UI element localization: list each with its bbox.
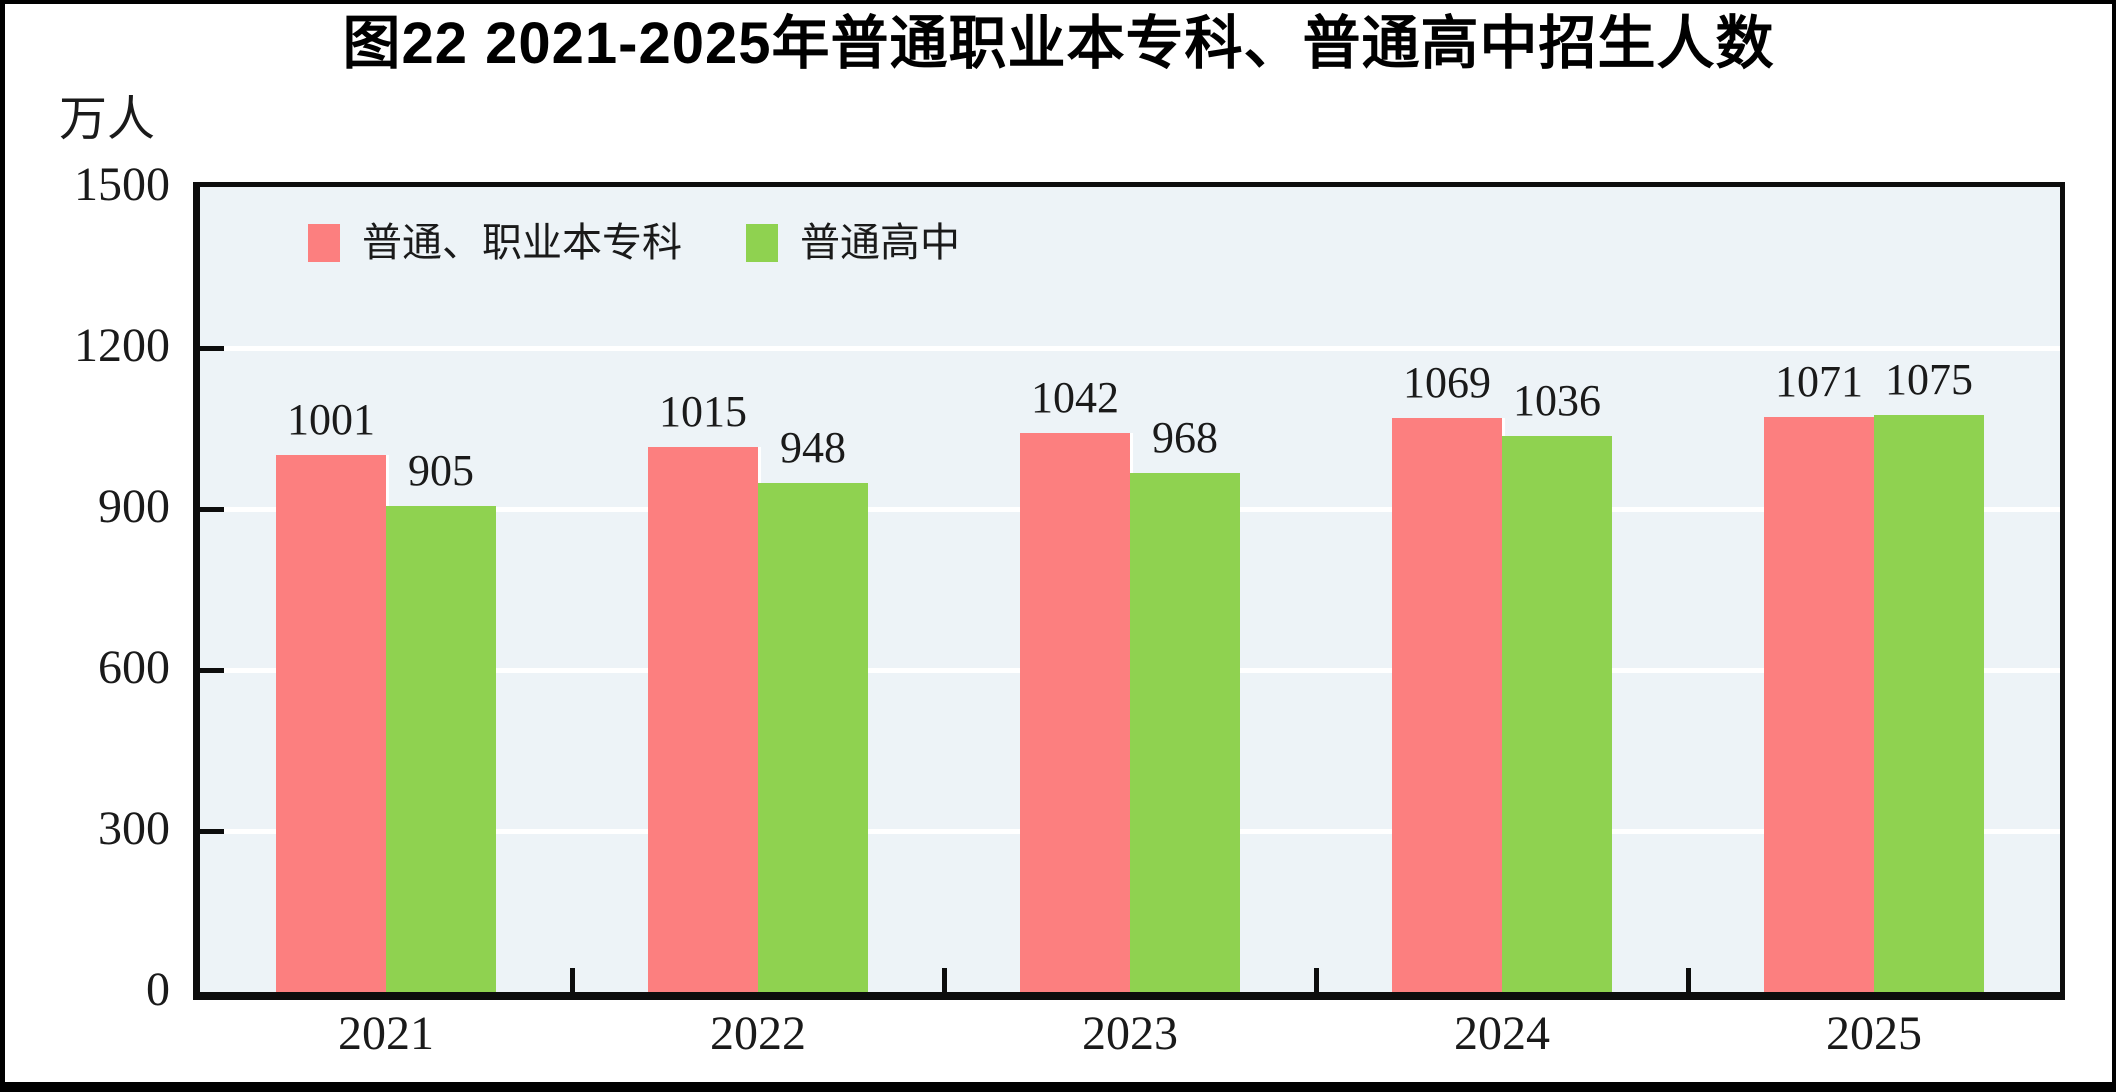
- value-label: 1042: [1031, 372, 1119, 422]
- legend: 普通、职业本专科 普通高中: [308, 221, 1024, 265]
- x-tick-label: 2024: [1454, 1007, 1550, 1060]
- x-axis-tick-mark: [942, 968, 947, 992]
- legend-swatch-icon: [308, 224, 340, 262]
- plot-area: 普通、职业本专科 普通高中 1001 905 1015 948 1042 968 1069 10…: [193, 182, 2065, 1000]
- value-label: 1001: [287, 394, 375, 444]
- value-label: 1071: [1775, 357, 1863, 407]
- value-label: 1015: [659, 387, 747, 437]
- legend-label: 普通、职业本专科: [362, 220, 682, 265]
- y-tick-label: 1200: [74, 319, 170, 372]
- x-axis-tick-mark: [570, 968, 575, 992]
- y-tick-label: 0: [146, 963, 170, 1016]
- bar-2021-series-1: [276, 454, 386, 992]
- x-axis: 2021 2022 2023 2024 2025: [200, 1006, 2060, 1076]
- y-axis-tick-mark: [200, 346, 224, 351]
- value-label: 1069: [1403, 358, 1491, 408]
- y-axis-tick-mark: [200, 668, 224, 673]
- bar-2024-series-1: [1392, 418, 1502, 992]
- x-axis-tick-mark: [1686, 968, 1691, 992]
- bar-2024-series-2: [1502, 436, 1612, 992]
- legend-item: 普通、职业本专科: [308, 221, 682, 265]
- bar-2025-series-2: [1874, 415, 1984, 992]
- bar-2021-series-2: [386, 506, 496, 992]
- y-tick-label: 900: [98, 480, 170, 533]
- x-tick-label: 2022: [710, 1007, 806, 1060]
- bar-2023-series-2: [1130, 472, 1240, 992]
- legend-item: 普通高中: [746, 221, 960, 265]
- value-label: 1036: [1513, 376, 1601, 426]
- y-axis-unit-label: 万人: [59, 93, 156, 146]
- value-label: 948: [780, 423, 846, 473]
- y-axis-tick-mark: [200, 829, 224, 834]
- y-tick-label: 1500: [74, 158, 170, 211]
- x-tick-label: 2025: [1826, 1007, 1922, 1060]
- bar-2022-series-1: [648, 447, 758, 992]
- bar-2025-series-1: [1764, 417, 1874, 992]
- gridline: [200, 346, 2060, 351]
- bar-2022-series-2: [758, 483, 868, 992]
- value-label: 1075: [1885, 355, 1973, 405]
- legend-label: 普通高中: [800, 220, 960, 265]
- x-tick-label: 2023: [1082, 1007, 1178, 1060]
- y-axis-tick-mark: [200, 507, 224, 512]
- value-label: 905: [408, 446, 474, 496]
- bar-2023-series-1: [1020, 432, 1130, 992]
- chart-title: 图22 2021-2025年普通职业本专科、普通高中招生人数: [342, 11, 1775, 76]
- value-label: 968: [1152, 412, 1218, 462]
- y-axis: 0 300 600 900 1200 1500: [5, 4, 170, 1082]
- y-tick-label: 600: [98, 641, 170, 694]
- legend-swatch-icon: [746, 224, 778, 262]
- x-axis-tick-mark: [1314, 968, 1319, 992]
- y-tick-label: 300: [98, 802, 170, 855]
- x-tick-label: 2021: [338, 1007, 434, 1060]
